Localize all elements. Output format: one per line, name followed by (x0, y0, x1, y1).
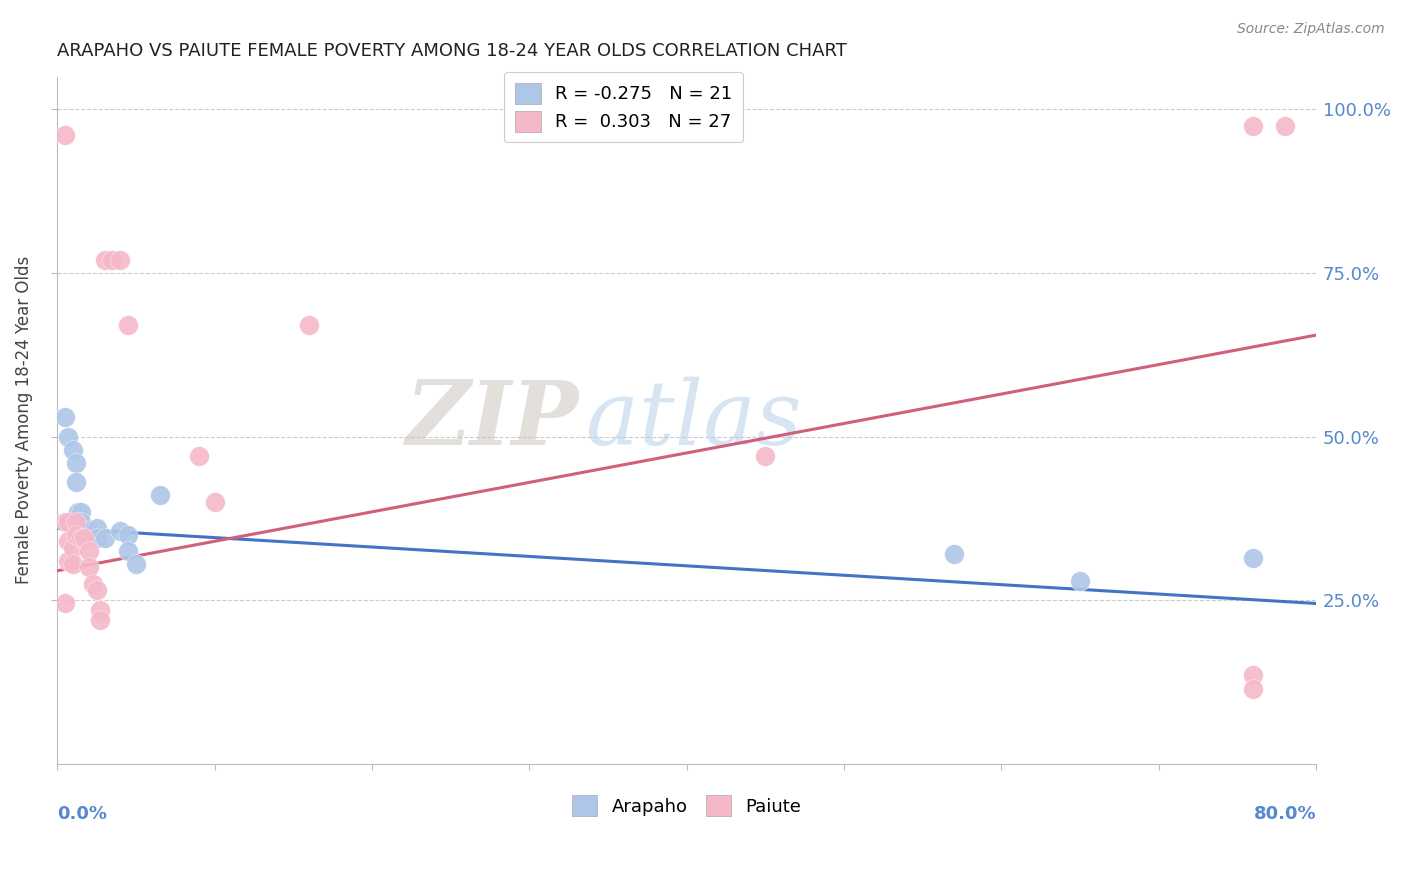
Point (62, 558, 84, 572)
Point (117, 544, 139, 558)
Point (58, 515, 80, 529)
Point (298, 318, 321, 333)
Point (125, 558, 148, 572)
Point (86, 531, 108, 545)
Point (89, 613, 111, 627)
Point (77, 560, 100, 574)
Point (62, 541, 84, 555)
Text: atlas: atlas (586, 376, 801, 464)
Point (754, 449, 776, 463)
Point (53, 515, 76, 529)
Point (117, 527, 139, 541)
Point (86, 521, 108, 535)
Point (66, 505, 89, 519)
Point (204, 495, 226, 509)
Point (1241, 550, 1264, 565)
Point (65, 475, 87, 490)
Point (73, 524, 96, 539)
Text: 80.0%: 80.0% (1253, 805, 1316, 823)
Point (65, 527, 87, 541)
Point (77, 544, 100, 558)
Text: ZIP: ZIP (406, 377, 579, 464)
Point (58, 534, 80, 549)
Point (1274, 119, 1296, 133)
Point (70, 515, 93, 529)
Point (53, 597, 76, 611)
Point (53, 128, 76, 143)
Text: Source: ZipAtlas.com: Source: ZipAtlas.com (1237, 22, 1385, 37)
Text: 0.0%: 0.0% (58, 805, 107, 823)
Point (65, 515, 87, 529)
Point (110, 252, 132, 267)
Point (1241, 681, 1264, 696)
Point (187, 449, 209, 463)
Point (148, 488, 170, 502)
Point (58, 554, 80, 568)
Point (73, 531, 96, 545)
Y-axis label: Female Poverty Among 18-24 Year Olds: Female Poverty Among 18-24 Year Olds (15, 256, 32, 584)
Point (77, 524, 100, 539)
Point (62, 442, 84, 457)
Point (943, 548, 966, 562)
Text: ARAPAHO VS PAIUTE FEMALE POVERTY AMONG 18-24 YEAR OLDS CORRELATION CHART: ARAPAHO VS PAIUTE FEMALE POVERTY AMONG 1… (58, 42, 848, 60)
Point (117, 318, 139, 333)
Point (93, 531, 115, 545)
Point (101, 252, 124, 267)
Point (65, 456, 87, 470)
Point (70, 505, 93, 519)
Point (70, 531, 93, 545)
Point (86, 583, 108, 598)
Point (110, 524, 132, 539)
Point (1069, 574, 1091, 588)
Point (89, 603, 111, 617)
Point (58, 429, 80, 443)
Point (1241, 119, 1264, 133)
Point (1241, 668, 1264, 682)
Point (93, 252, 115, 267)
Legend: Arapaho, Paiute: Arapaho, Paiute (565, 789, 808, 823)
Point (53, 409, 76, 424)
Point (82, 577, 104, 591)
